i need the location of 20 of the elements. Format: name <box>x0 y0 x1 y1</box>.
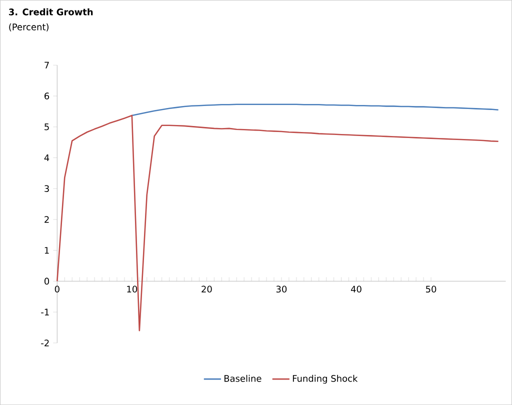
x-tick-label: 30 <box>276 286 287 292</box>
legend-label: Baseline <box>224 374 262 382</box>
x-tick-label: 10 <box>127 286 138 292</box>
y-tick-label: 0 <box>44 278 50 285</box>
legend-label: Funding Shock <box>292 374 358 384</box>
x-tick-label: 20 <box>202 286 212 292</box>
y-tick-label: 6 <box>44 92 50 100</box>
y-tick-label: 7 <box>44 62 49 68</box>
x-tick-label: 0 <box>54 286 60 292</box>
y-tick-label: 4 <box>44 154 50 161</box>
y-tick-label: -1 <box>41 308 49 316</box>
x-tick-label: 40 <box>350 286 362 292</box>
x-tick-label: 50 <box>426 286 436 292</box>
y-tick-label: 3 <box>44 185 49 192</box>
y-tick-label: 1 <box>44 247 49 254</box>
chart-subtitle: (Percent) <box>9 23 48 32</box>
y-tick-label: -2 <box>41 340 49 346</box>
y-tick-label: 5 <box>44 124 49 130</box>
chart-title: 3. Credit Growth <box>8 8 93 16</box>
y-tick-label: 2 <box>44 216 49 223</box>
